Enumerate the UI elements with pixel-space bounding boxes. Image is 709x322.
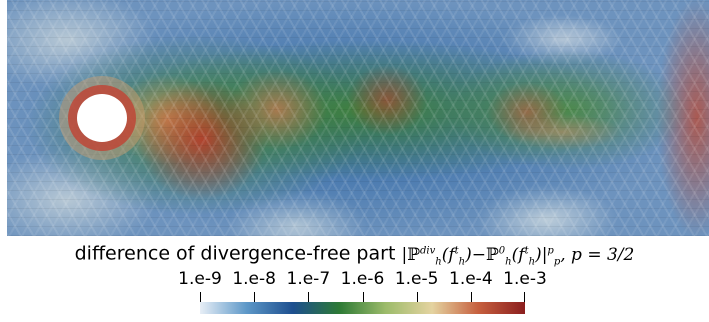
tick-label: 1.e-3 [503, 269, 547, 289]
colorbar-tick [524, 292, 525, 304]
colorbar-tick [308, 292, 310, 304]
colorbar-tick [416, 292, 418, 304]
caption-formula: |ℙdivh(fth)−ℙ0h(fth)|pp, p = 3/2 [401, 244, 635, 268]
colorbar-title: difference of divergence-free part |ℙdiv… [0, 236, 709, 268]
colorbar-tick [200, 292, 201, 304]
colorbar-tick [362, 292, 364, 304]
colorbar-tick-labels: 1.e-9 1.e-8 1.e-7 1.e-6 1.e-5 1.e-4 1.e-… [0, 269, 709, 291]
colorbar-gradient [200, 302, 525, 314]
caption-prefix: difference of divergence-free part [74, 242, 396, 265]
field-plot [7, 0, 709, 236]
tick-label: 1.e-9 [178, 269, 222, 289]
colorbar-tick [254, 292, 256, 304]
tick-label: 1.e-8 [232, 269, 276, 289]
colorbar [200, 292, 525, 317]
circular-obstacle [77, 94, 127, 142]
tick-label: 1.e-6 [340, 269, 385, 289]
tick-label: 1.e-5 [394, 269, 439, 289]
tick-label: 1.e-7 [286, 269, 331, 289]
colorbar-tick [470, 292, 472, 304]
tick-label: 1.e-4 [449, 269, 493, 289]
